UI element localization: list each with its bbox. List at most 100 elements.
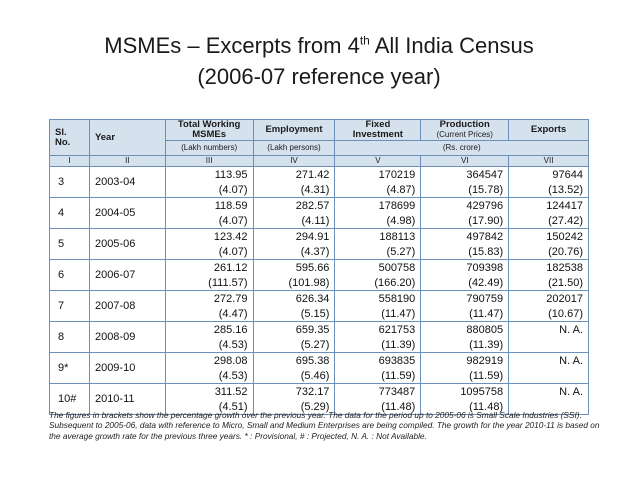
cell-sl-no: 10# bbox=[49, 383, 90, 415]
cell-inv: 773487 bbox=[334, 383, 422, 399]
roman-numeral: V bbox=[334, 155, 422, 167]
slide-subtitle: (2006-07 reference year) bbox=[197, 64, 441, 89]
cell-exp: N. A. bbox=[508, 321, 589, 337]
cell-exp: 124417 bbox=[508, 197, 589, 213]
roman-numeral: VI bbox=[420, 155, 510, 167]
cell-exp: 202017 bbox=[508, 290, 589, 306]
table-row-growth: (4.07) (4.37) (5.27) (15.83) (20.76) bbox=[50, 244, 589, 260]
cell-prod: 709398 bbox=[420, 259, 510, 275]
table-row: 4 2004-05 118.59 282.57 178699 429796 124417 bbox=[49, 197, 589, 229]
cell-inv: 558190 bbox=[334, 290, 422, 306]
cell-prod: 1095758 bbox=[420, 383, 510, 399]
cell-exp-growth: (21.50) bbox=[508, 275, 589, 291]
cell-msmes-growth: (4.53) bbox=[164, 337, 254, 353]
cell-inv: 170219 bbox=[334, 166, 422, 182]
table-row: 9* 2009-10 298.08 695.38 693835 982919 N. A. bbox=[49, 352, 589, 384]
table-row-growth: (4.07) (4.11) (4.98) (17.90) (27.42) bbox=[50, 213, 589, 229]
cell-msmes: 272.79 bbox=[164, 290, 254, 306]
cell-msmes: 118.59 bbox=[164, 197, 254, 213]
cell-exp: N. A. bbox=[508, 352, 589, 368]
cell-msmes-growth: (111.57) bbox=[164, 275, 254, 291]
cell-inv: 178699 bbox=[334, 197, 422, 213]
cell-msmes: 285.16 bbox=[164, 321, 254, 337]
table-row: 5 2005-06 123.42 294.91 188113 497842 150242 bbox=[49, 228, 589, 260]
cell-prod-growth: (42.49) bbox=[420, 275, 510, 291]
cell-msmes: 298.08 bbox=[164, 352, 254, 368]
cell-inv: 621753 bbox=[334, 321, 422, 337]
cell-year: 2009-10 bbox=[88, 352, 166, 384]
cell-exp: 97644 bbox=[508, 166, 589, 182]
table-row: 10# 2010-11 311.52 732.17 773487 1095758 N. A. bbox=[49, 383, 589, 415]
cell-msmes-growth: (4.47) bbox=[164, 306, 254, 322]
title-tail: All India Census bbox=[369, 33, 534, 58]
cell-exp: 182538 bbox=[508, 259, 589, 275]
cell-prod-growth: (11.59) bbox=[420, 368, 510, 384]
table-row: 7 2007-08 272.79 626.34 558190 790759 202017 bbox=[49, 290, 589, 322]
cell-prod-growth: (15.78) bbox=[420, 182, 510, 198]
table-body: 3 2003-04 113.95 271.42 170219 364547 97644 (4.… bbox=[49, 166, 589, 415]
cell-emp-growth: (5.29) bbox=[252, 399, 336, 415]
title-main: MSMEs – Excerpts from 4 bbox=[104, 33, 360, 58]
roman-numeral: VII bbox=[508, 155, 589, 167]
cell-emp: 595.66 bbox=[252, 259, 336, 275]
cell-emp-growth: (5.15) bbox=[252, 306, 336, 322]
roman-numeral: IV bbox=[252, 155, 336, 167]
table-row-growth: (4.51) (5.29) (11.48) (11.48) bbox=[50, 399, 589, 415]
slide-title: MSMEs – Excerpts from 4th All India Cens… bbox=[0, 33, 638, 59]
cell-prod: 790759 bbox=[420, 290, 510, 306]
header-msmes: Total Working MSMEs bbox=[164, 119, 254, 141]
cell-exp-growth bbox=[508, 368, 589, 384]
cell-exp-growth: (13.52) bbox=[508, 182, 589, 198]
cell-exp-growth: (20.76) bbox=[508, 244, 589, 260]
census-table: Sl. No. Year Total Working MSMEs Employm… bbox=[49, 119, 589, 415]
cell-msmes-growth: (4.07) bbox=[164, 213, 254, 229]
footnote: The figures in brackets show the percent… bbox=[49, 410, 600, 441]
cell-emp-growth: (4.11) bbox=[252, 213, 336, 229]
cell-year: 2004-05 bbox=[88, 197, 166, 229]
cell-emp-growth: (101.98) bbox=[252, 275, 336, 291]
cell-msmes: 123.42 bbox=[164, 228, 254, 244]
cell-emp: 695.38 bbox=[252, 352, 336, 368]
cell-prod: 982919 bbox=[420, 352, 510, 368]
cell-inv: 188113 bbox=[334, 228, 422, 244]
cell-year: 2006-07 bbox=[88, 259, 166, 291]
cell-emp: 294.91 bbox=[252, 228, 336, 244]
header-investment: Fixed Investment bbox=[334, 119, 422, 141]
header-production-note: (Current Prices) bbox=[436, 130, 493, 139]
cell-sl-no: 9* bbox=[49, 352, 90, 384]
cell-emp-growth: (5.46) bbox=[252, 368, 336, 384]
title-superscript: th bbox=[359, 33, 370, 48]
cell-sl-no: 3 bbox=[49, 166, 90, 198]
cell-inv-growth: (11.59) bbox=[334, 368, 422, 384]
cell-prod-growth: (17.90) bbox=[420, 213, 510, 229]
cell-inv-growth: (166.20) bbox=[334, 275, 422, 291]
cell-msmes: 311.52 bbox=[164, 383, 254, 399]
cell-prod: 880805 bbox=[420, 321, 510, 337]
cell-prod-growth: (11.39) bbox=[420, 337, 510, 353]
cell-sl-no: 5 bbox=[49, 228, 90, 260]
cell-inv: 500758 bbox=[334, 259, 422, 275]
header-production: Production (Current Prices) bbox=[420, 119, 510, 141]
cell-year: 2010-11 bbox=[88, 383, 166, 415]
cell-msmes-growth: (4.51) bbox=[164, 399, 254, 415]
cell-exp-growth bbox=[508, 337, 589, 353]
roman-numeral: II bbox=[88, 155, 166, 167]
cell-emp: 282.57 bbox=[252, 197, 336, 213]
cell-inv-growth: (11.39) bbox=[334, 337, 422, 353]
table-row: 3 2003-04 113.95 271.42 170219 364547 97644 bbox=[49, 166, 589, 198]
cell-emp-growth: (4.31) bbox=[252, 182, 336, 198]
cell-year: 2005-06 bbox=[88, 228, 166, 260]
table-row: 8 2008-09 285.16 659.35 621753 880805 N. A. bbox=[49, 321, 589, 353]
roman-numeral: III bbox=[164, 155, 254, 167]
table-row-growth: (4.53) (5.27) (11.39) (11.39) bbox=[50, 337, 589, 353]
cell-prod: 364547 bbox=[420, 166, 510, 182]
unit-msmes: (Lakh numbers) bbox=[164, 140, 254, 156]
unit-employment: (Lakh persons) bbox=[252, 140, 336, 156]
cell-emp: 271.42 bbox=[252, 166, 336, 182]
cell-exp-growth bbox=[508, 399, 589, 415]
cell-emp: 626.34 bbox=[252, 290, 336, 306]
cell-msmes: 261.12 bbox=[164, 259, 254, 275]
header-exports: Exports bbox=[508, 119, 589, 141]
cell-exp-growth: (10.67) bbox=[508, 306, 589, 322]
cell-emp: 732.17 bbox=[252, 383, 336, 399]
